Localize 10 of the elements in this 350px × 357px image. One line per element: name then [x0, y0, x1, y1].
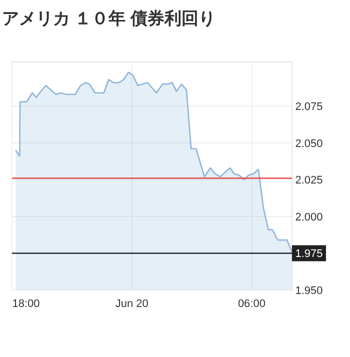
y-tick-label: 1.950 [295, 285, 323, 297]
y-tick-label: 1.975 [295, 248, 323, 260]
y-tick-label: 2.000 [295, 211, 323, 224]
y-tick-label: 2.075 [295, 101, 323, 114]
y-tick-label: 2.025 [295, 174, 323, 187]
y-tick-label: 2.050 [295, 138, 323, 150]
x-tick-label: 18:00 [12, 298, 40, 310]
x-tick-label: 06:00 [238, 298, 266, 310]
x-tick-label: Jun 20 [115, 298, 148, 310]
chart-title: アメリカ １０年 債券利回り [2, 9, 216, 28]
